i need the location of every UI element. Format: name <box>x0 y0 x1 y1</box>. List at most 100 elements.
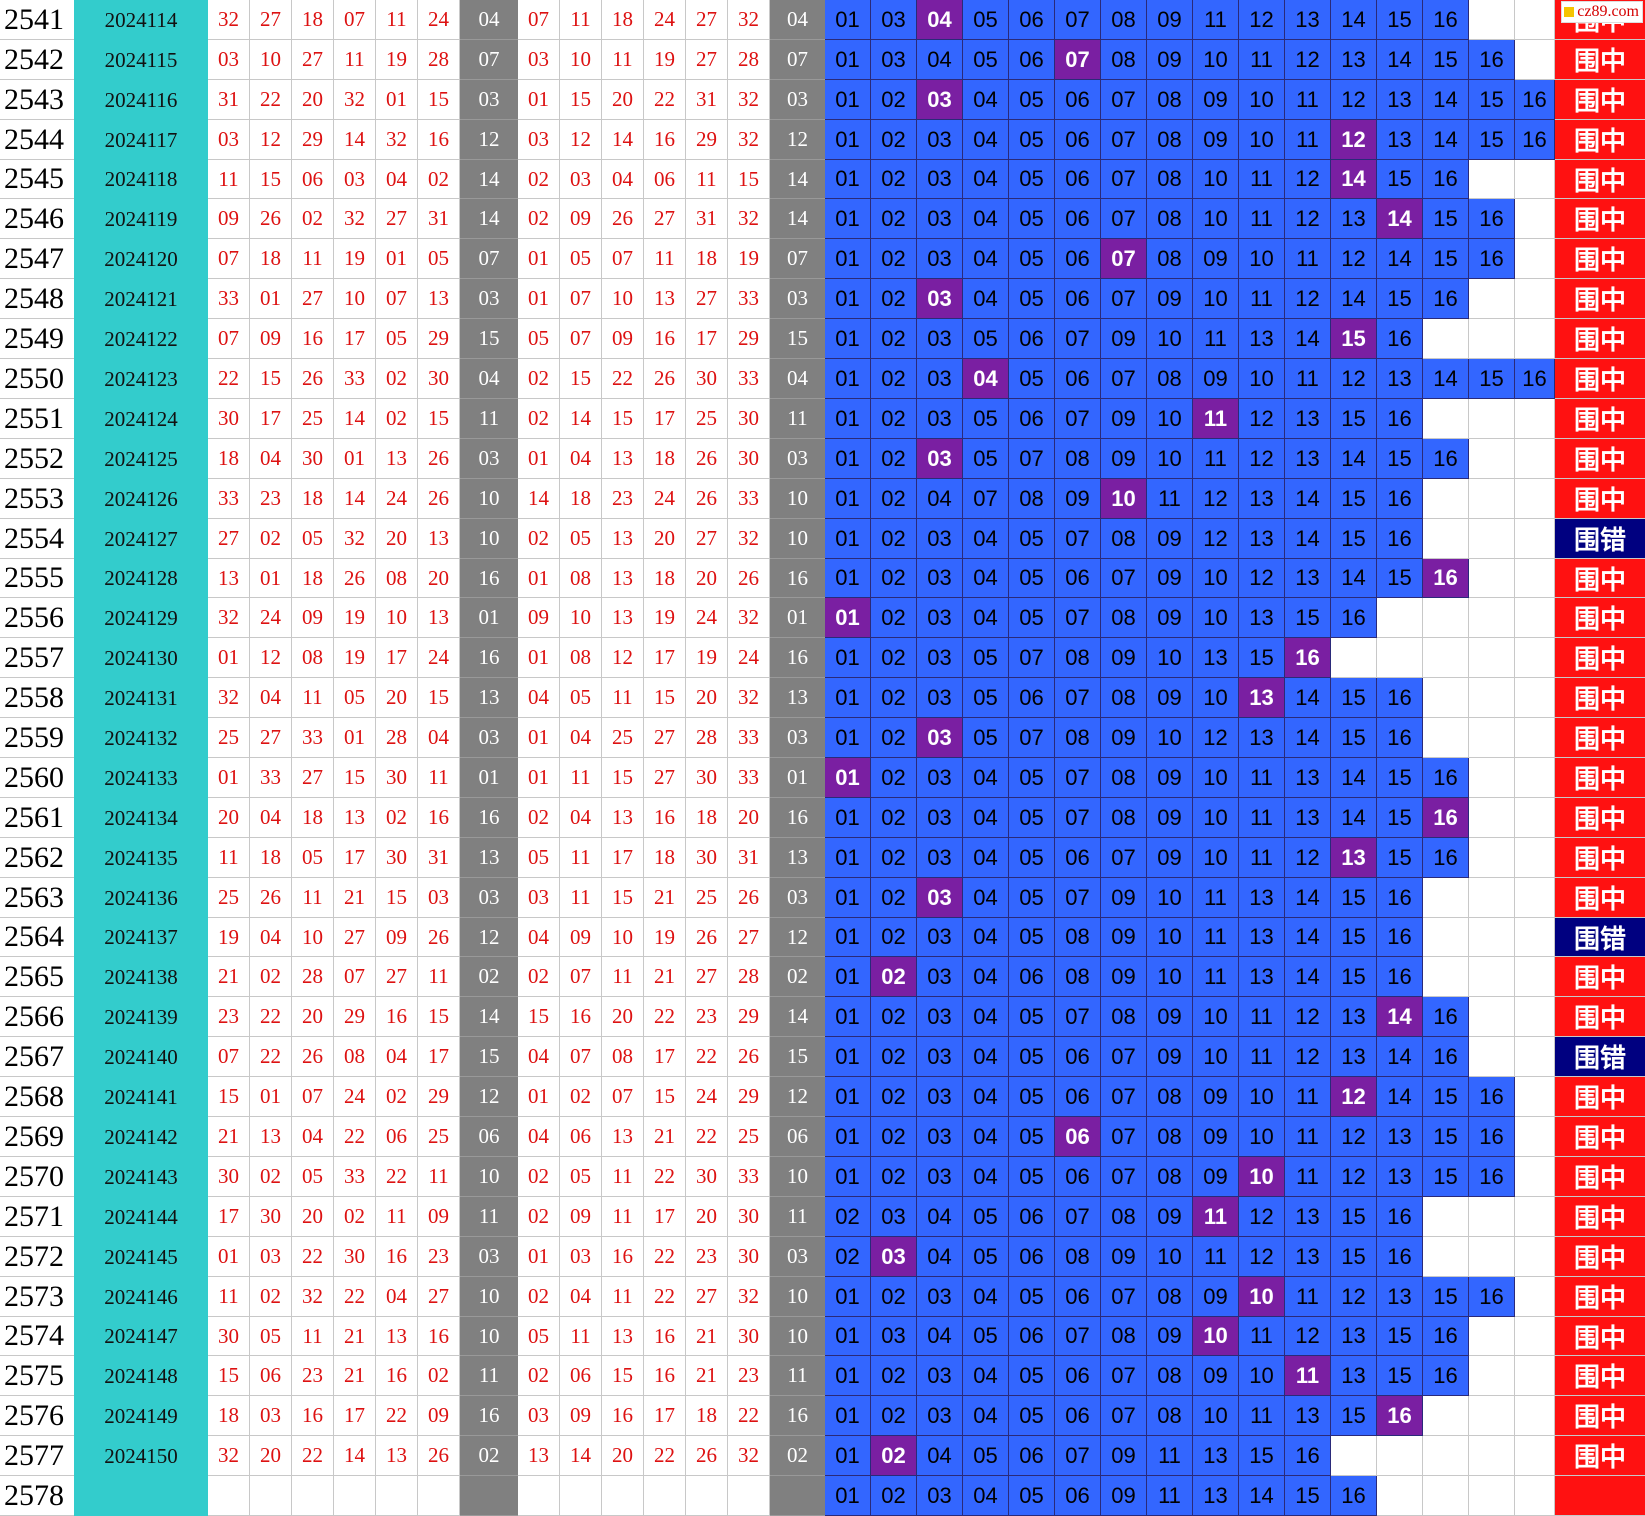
key-number: 14 <box>460 997 518 1037</box>
pool-number: 01 <box>825 1396 871 1436</box>
drawn-number: 20 <box>292 1197 334 1237</box>
sorted-number: 22 <box>728 1396 770 1436</box>
sorted-number: 13 <box>518 1436 560 1476</box>
empty-cell <box>1469 598 1515 638</box>
pool-number: 10 <box>1147 399 1193 439</box>
pool-number: 08 <box>1147 1277 1193 1317</box>
sorted-number: 23 <box>686 997 728 1037</box>
pool-number: 01 <box>825 0 871 40</box>
sorted-number: 17 <box>644 1037 686 1077</box>
row-index: 2563 <box>0 878 74 918</box>
pool-number: 07 <box>1101 80 1147 120</box>
pool-number: 03 <box>917 120 963 160</box>
sorted-number: 05 <box>518 319 560 359</box>
pool-number: 12 <box>1193 519 1239 559</box>
empty-cell <box>1469 0 1515 40</box>
drawn-number: 23 <box>250 479 292 519</box>
pool-number: 11 <box>1285 1117 1331 1157</box>
empty-cell <box>1377 1436 1423 1476</box>
key-number-repeat: 12 <box>770 918 825 957</box>
drawn-number: 18 <box>292 479 334 519</box>
key-number: 03 <box>460 1237 518 1277</box>
key-number-repeat: 14 <box>770 199 825 239</box>
sorted-number: 09 <box>560 1197 602 1237</box>
pool-number: 03 <box>917 758 963 798</box>
result-hit-badge: 围中 <box>1555 1317 1645 1356</box>
pool-number: 02 <box>871 678 917 718</box>
drawn-number: 13 <box>418 279 460 319</box>
pool-number: 08 <box>1147 1157 1193 1197</box>
pool-number: 09 <box>1101 1436 1147 1476</box>
pool-number-hit: 04 <box>963 359 1009 399</box>
sorted-number <box>560 1476 602 1516</box>
pool-number: 12 <box>1239 559 1285 598</box>
drawn-number: 16 <box>292 1396 334 1436</box>
sorted-number: 29 <box>728 319 770 359</box>
empty-cell <box>1377 598 1423 638</box>
sorted-number: 07 <box>560 1037 602 1077</box>
pool-number: 08 <box>1055 957 1101 997</box>
drawn-number: 16 <box>376 1237 418 1277</box>
drawn-number: 01 <box>376 80 418 120</box>
row-index: 2573 <box>0 1277 74 1317</box>
empty-cell <box>1515 479 1555 519</box>
drawn-number: 14 <box>334 479 376 519</box>
empty-cell <box>1423 957 1469 997</box>
sorted-number: 01 <box>518 80 560 120</box>
pool-number: 06 <box>1009 1237 1055 1277</box>
pool-number: 05 <box>963 319 1009 359</box>
drawn-number: 15 <box>418 399 460 439</box>
pool-number: 04 <box>917 40 963 80</box>
pool-number: 05 <box>1009 1117 1055 1157</box>
key-number-repeat: 10 <box>770 1277 825 1317</box>
pool-number: 03 <box>917 918 963 957</box>
pool-number-hit: 03 <box>917 80 963 120</box>
key-number-repeat: 16 <box>770 638 825 678</box>
drawn-number: 16 <box>376 1356 418 1396</box>
sorted-number: 19 <box>728 239 770 279</box>
pool-number-hit: 03 <box>871 1237 917 1277</box>
empty-cell <box>1515 1476 1555 1516</box>
sorted-number: 19 <box>644 598 686 638</box>
key-number-repeat: 03 <box>770 718 825 758</box>
drawn-number: 05 <box>292 838 334 878</box>
pool-number: 14 <box>1285 479 1331 519</box>
sorted-number: 30 <box>728 399 770 439</box>
pool-number: 10 <box>1193 1396 1239 1436</box>
pool-number: 06 <box>1055 1037 1101 1077</box>
pool-number: 08 <box>1147 359 1193 399</box>
drawn-number: 11 <box>208 160 250 199</box>
sorted-number: 19 <box>686 638 728 678</box>
drawn-number: 01 <box>250 279 292 319</box>
pool-number: 16 <box>1469 40 1515 80</box>
drawn-number: 21 <box>208 1117 250 1157</box>
sorted-number: 11 <box>644 239 686 279</box>
sorted-number: 03 <box>560 1237 602 1277</box>
pool-number: 16 <box>1377 957 1423 997</box>
pool-number: 10 <box>1193 160 1239 199</box>
pool-number: 07 <box>1101 160 1147 199</box>
drawn-number: 25 <box>208 718 250 758</box>
pool-number: 16 <box>1285 1436 1331 1476</box>
drawn-number: 24 <box>334 1077 376 1117</box>
sorted-number: 27 <box>686 0 728 40</box>
pool-number: 03 <box>917 1277 963 1317</box>
row-index: 2544 <box>0 120 74 160</box>
empty-cell <box>1515 1197 1555 1237</box>
key-number: 01 <box>460 758 518 798</box>
drawn-number: 16 <box>418 798 460 838</box>
sorted-number: 12 <box>560 120 602 160</box>
drawn-number: 07 <box>376 279 418 319</box>
pool-number: 02 <box>871 718 917 758</box>
sorted-number: 02 <box>560 1077 602 1117</box>
pool-number: 14 <box>1331 758 1377 798</box>
key-number: 15 <box>460 1037 518 1077</box>
sorted-number: 16 <box>602 1237 644 1277</box>
drawn-number: 32 <box>208 1436 250 1476</box>
sorted-number: 20 <box>686 1197 728 1237</box>
site-watermark[interactable]: cz89.com <box>1561 1 1643 23</box>
drawn-number: 03 <box>418 878 460 918</box>
sorted-number: 13 <box>602 598 644 638</box>
result-hit-badge: 围中 <box>1555 559 1645 598</box>
drawn-number: 27 <box>334 918 376 957</box>
